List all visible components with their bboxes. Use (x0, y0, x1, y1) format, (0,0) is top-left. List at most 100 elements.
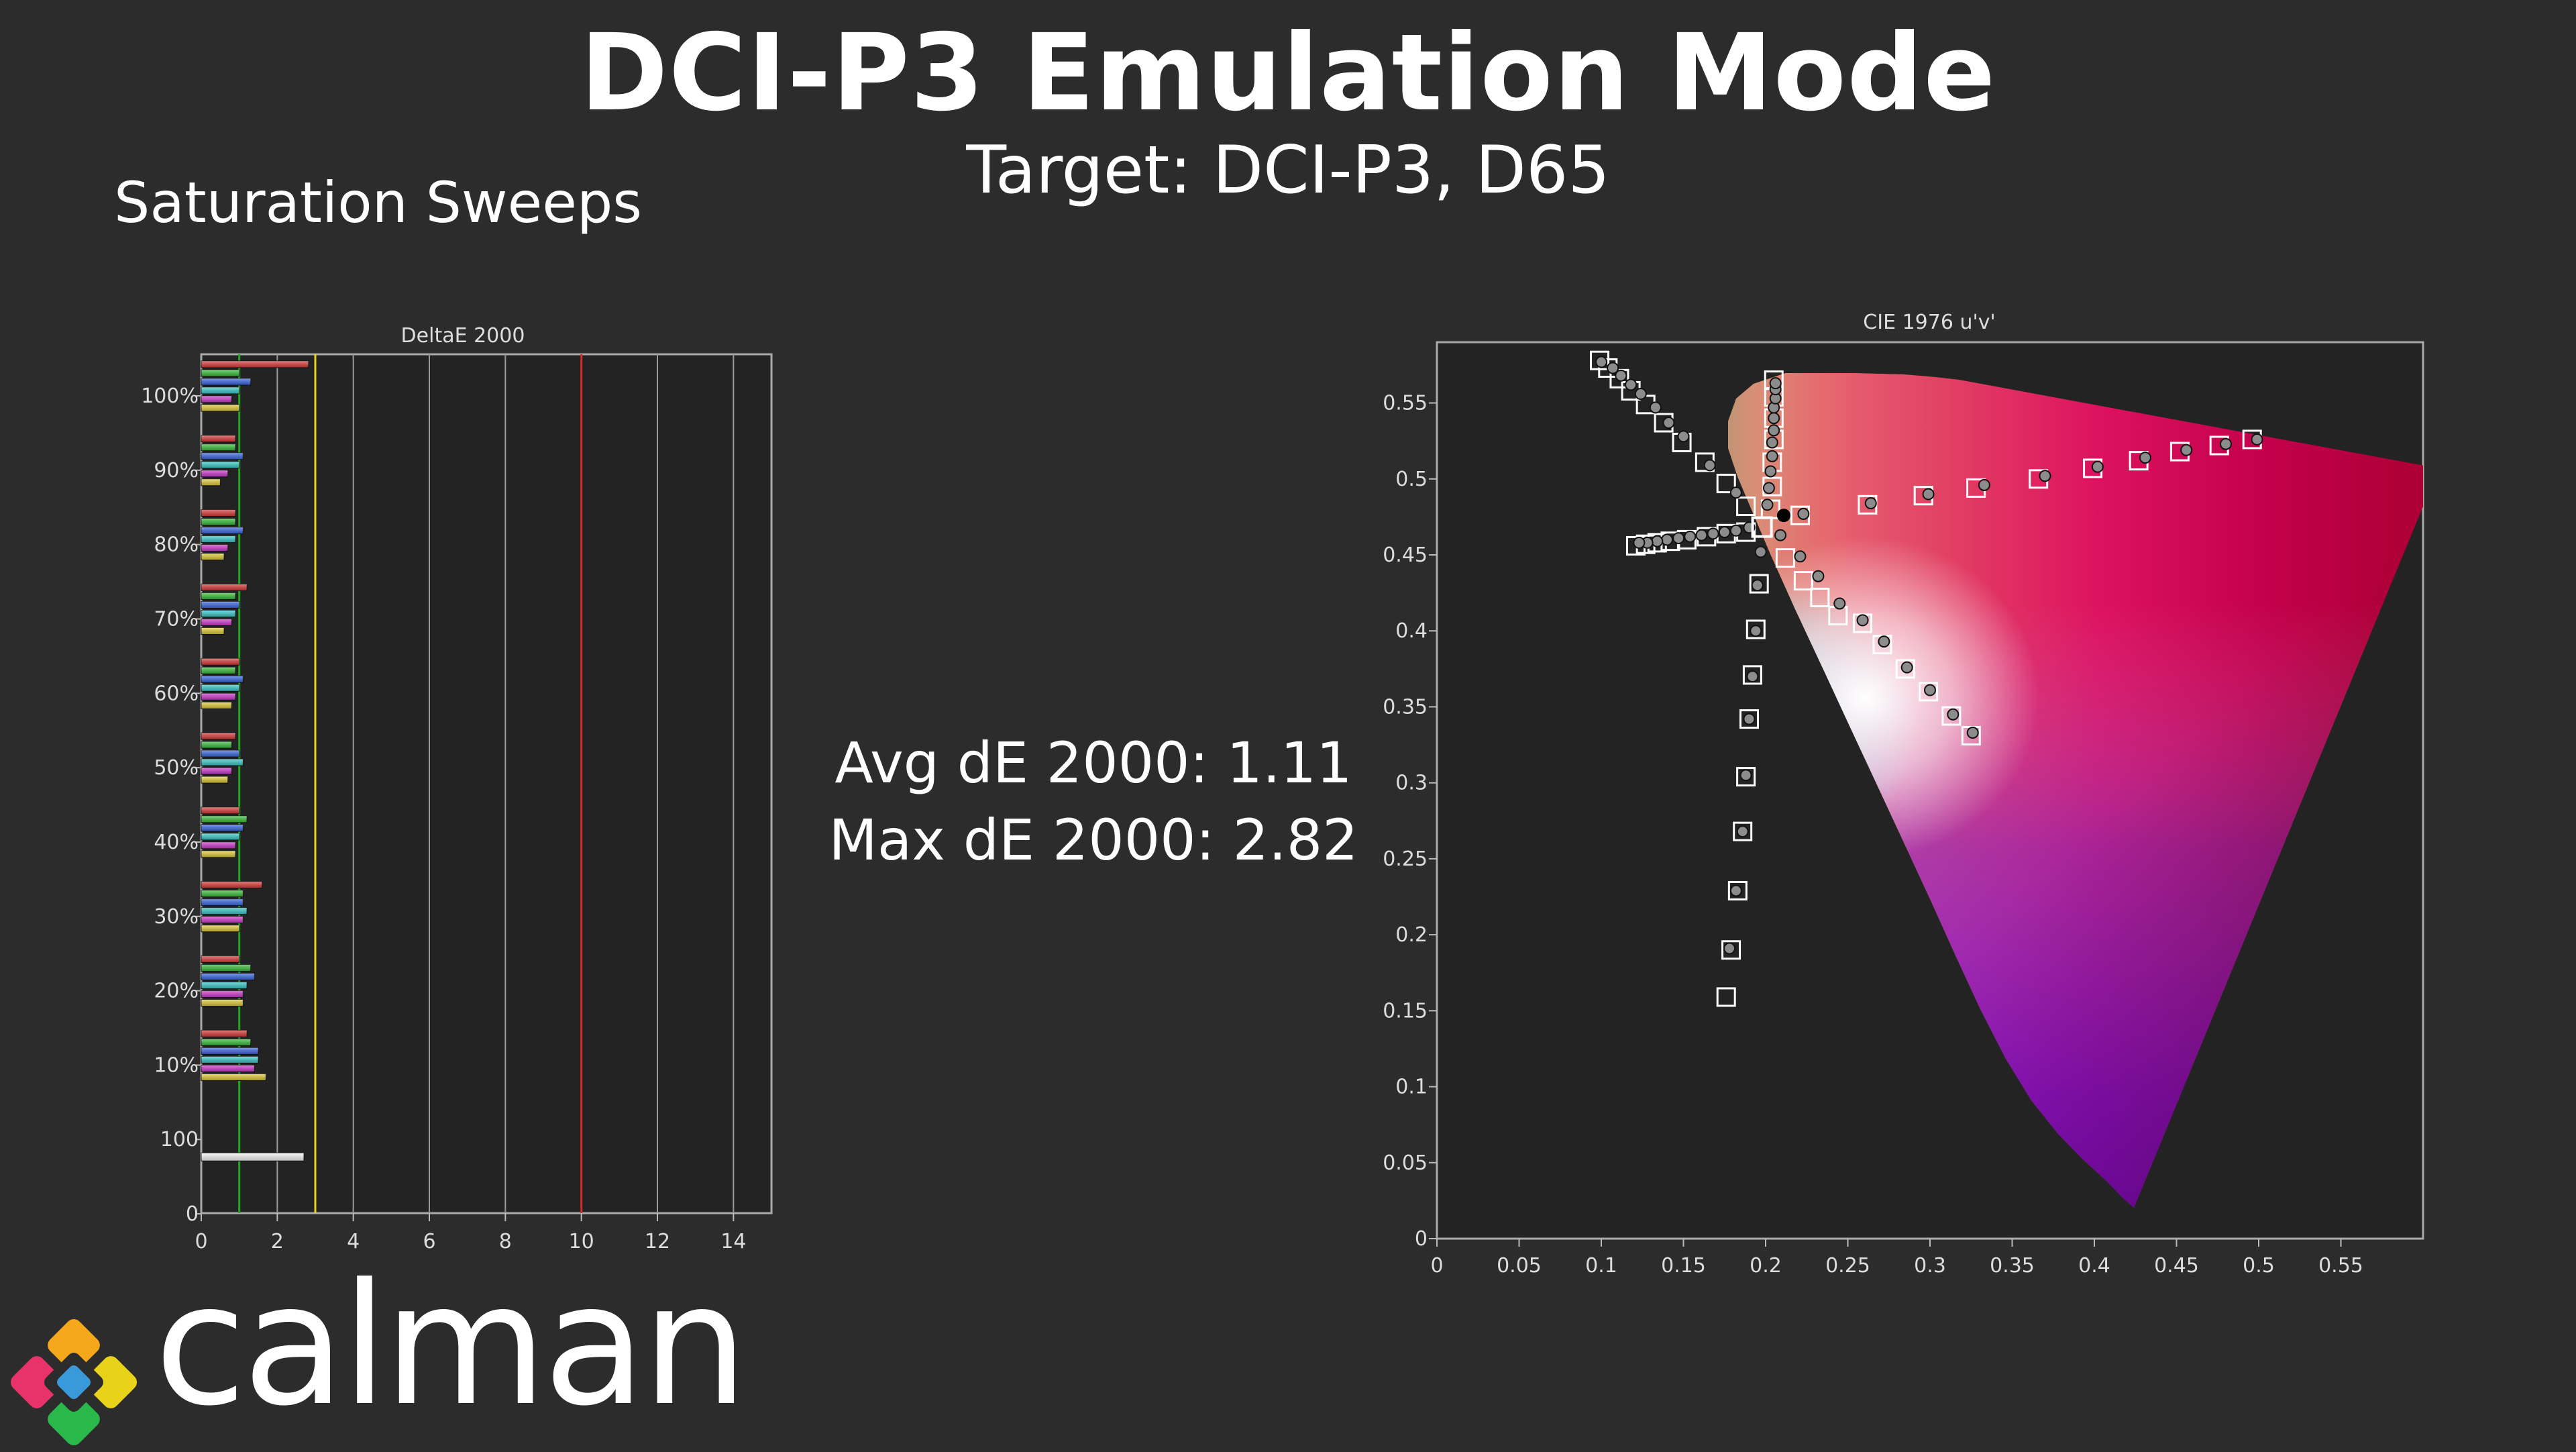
page-subtitle: Target: DCI-P3, D65 (966, 132, 1610, 209)
bar-shade (201, 841, 235, 849)
bar-shade (201, 990, 244, 998)
target-blue-0 (1749, 574, 1769, 594)
bar-shade (201, 964, 251, 972)
bar-shade (201, 807, 239, 814)
target-green-1 (1716, 474, 1736, 494)
bar-shade (201, 601, 239, 609)
measured-blue-2 (1750, 625, 1762, 637)
bar-y-tick-label: 30% (154, 905, 199, 929)
bar-shade (201, 470, 228, 477)
bar-shade (201, 1047, 258, 1055)
measured-cyan-1 (1729, 524, 1742, 537)
cie-x-tick-label: 0.25 (1825, 1254, 1870, 1278)
measured-green-9 (1595, 356, 1607, 368)
bar-shade (201, 444, 235, 451)
bar-shade (201, 676, 244, 683)
cie-x-tick-label: 0.55 (2318, 1254, 2363, 1278)
measured-red-0 (1797, 507, 1810, 520)
bar-shade (201, 378, 251, 385)
section-label: Saturation Sweeps (114, 170, 643, 236)
bar-x-tick-label: 2 (271, 1230, 284, 1253)
measured-yellow-6 (1768, 412, 1780, 425)
cie-y-tick-label: 0.4 (1395, 619, 1428, 643)
target-blue-4 (1736, 767, 1756, 787)
measured-red-1 (1864, 497, 1877, 510)
measured-yellow-2 (1764, 465, 1777, 478)
measured-cyan-5 (1684, 530, 1697, 543)
measured-magenta-4 (1856, 614, 1869, 627)
bar-shade (201, 925, 239, 932)
measured-magenta-3 (1833, 597, 1846, 610)
measured-yellow-4 (1766, 436, 1778, 449)
cie-y-tick-label: 0.1 (1395, 1076, 1428, 1099)
cie-x-tick-label: 0.2 (1750, 1254, 1782, 1278)
stats-panel: Avg dE 2000: 1.11 Max dE 2000: 2.82 (798, 725, 1389, 879)
target-green-9 (1590, 350, 1610, 370)
measured-magenta-2 (1812, 570, 1825, 582)
bar-x-tick-label: 12 (645, 1230, 670, 1253)
measured-cyan-7 (1661, 533, 1673, 546)
bar-shade (201, 478, 221, 486)
measured-magenta-9 (1966, 726, 1979, 739)
target-blue-7 (1721, 940, 1741, 960)
bar-y-tick-label: 90% (154, 459, 199, 482)
cie-x-tick-label: 0.15 (1661, 1254, 1706, 1278)
measured-blue-3 (1746, 670, 1759, 683)
bar-shade (201, 592, 235, 600)
measured-red-5 (2091, 460, 2104, 473)
bar-shade (201, 396, 232, 403)
measured-blue-6 (1736, 825, 1749, 838)
measured-green-4 (1649, 401, 1662, 414)
bar-shade (201, 1030, 247, 1037)
measured-red-6 (2139, 452, 2151, 464)
measured-magenta-7 (1924, 684, 1936, 696)
bar-shade (201, 955, 239, 963)
bar-x-tick-label: 0 (195, 1230, 207, 1253)
bar-shade (201, 890, 244, 897)
cie-y-tick-label: 0.25 (1383, 847, 1428, 871)
measured-red-9 (2251, 433, 2263, 446)
measured-green-5 (1634, 387, 1647, 400)
measured-green-3 (1662, 417, 1675, 429)
measured-blue-0 (1754, 546, 1767, 558)
bar-shade (201, 684, 239, 692)
measured-green-8 (1607, 362, 1619, 374)
measured-yellow-1 (1762, 482, 1775, 495)
measured-cyan-4 (1695, 529, 1708, 541)
cie-x-tick-label: 0 (1430, 1254, 1443, 1278)
max-de-stat: Max dE 2000: 2.82 (828, 807, 1358, 873)
measured-red-4 (2039, 470, 2051, 482)
target-blue-8 (1716, 987, 1736, 1007)
deltae-bar-chart: DeltaE 2000 0 2 4 6 8 10 12 14 100% 90% 80% 70% 60% 5… (141, 324, 773, 1253)
bar-shade (201, 898, 244, 906)
measured-cyan-2 (1718, 526, 1731, 539)
measured-green-6 (1625, 378, 1638, 391)
whitepoint-measured (1776, 509, 1790, 523)
target-magenta-2 (1810, 587, 1830, 607)
bar-y-tick-label: 40% (154, 831, 199, 854)
bar-shade (201, 535, 235, 543)
measured-red-7 (2180, 444, 2193, 456)
measured-yellow-3 (1766, 450, 1778, 462)
bar-shade (201, 768, 232, 775)
cie-y-tick-label: 0.35 (1383, 695, 1428, 719)
bar-shade (201, 973, 255, 980)
cie-y-tick-label: 0 (1415, 1227, 1428, 1251)
cie-y-tick-label: 0.55 (1383, 392, 1428, 415)
cie-y-tick-label: 0.5 (1395, 468, 1428, 491)
bar-shade (201, 527, 244, 534)
measured-green-1 (1703, 459, 1716, 472)
bar-y-tick-label: 20% (154, 980, 199, 1003)
bar-shade (201, 553, 224, 560)
page-title: DCI-P3 Emulation Mode (580, 11, 1996, 135)
cie-chart-title: CIE 1976 u'v' (1863, 311, 1995, 334)
measured-green-0 (1729, 486, 1742, 499)
bar-shade (201, 627, 224, 635)
bar-shade (201, 1074, 266, 1081)
bar-shade (201, 702, 232, 709)
target-magenta-7 (1919, 682, 1939, 702)
measured-magenta-8 (1947, 708, 1960, 721)
bar-shade (201, 1039, 251, 1046)
bar-shade (201, 759, 244, 766)
measured-blue-1 (1751, 579, 1764, 592)
